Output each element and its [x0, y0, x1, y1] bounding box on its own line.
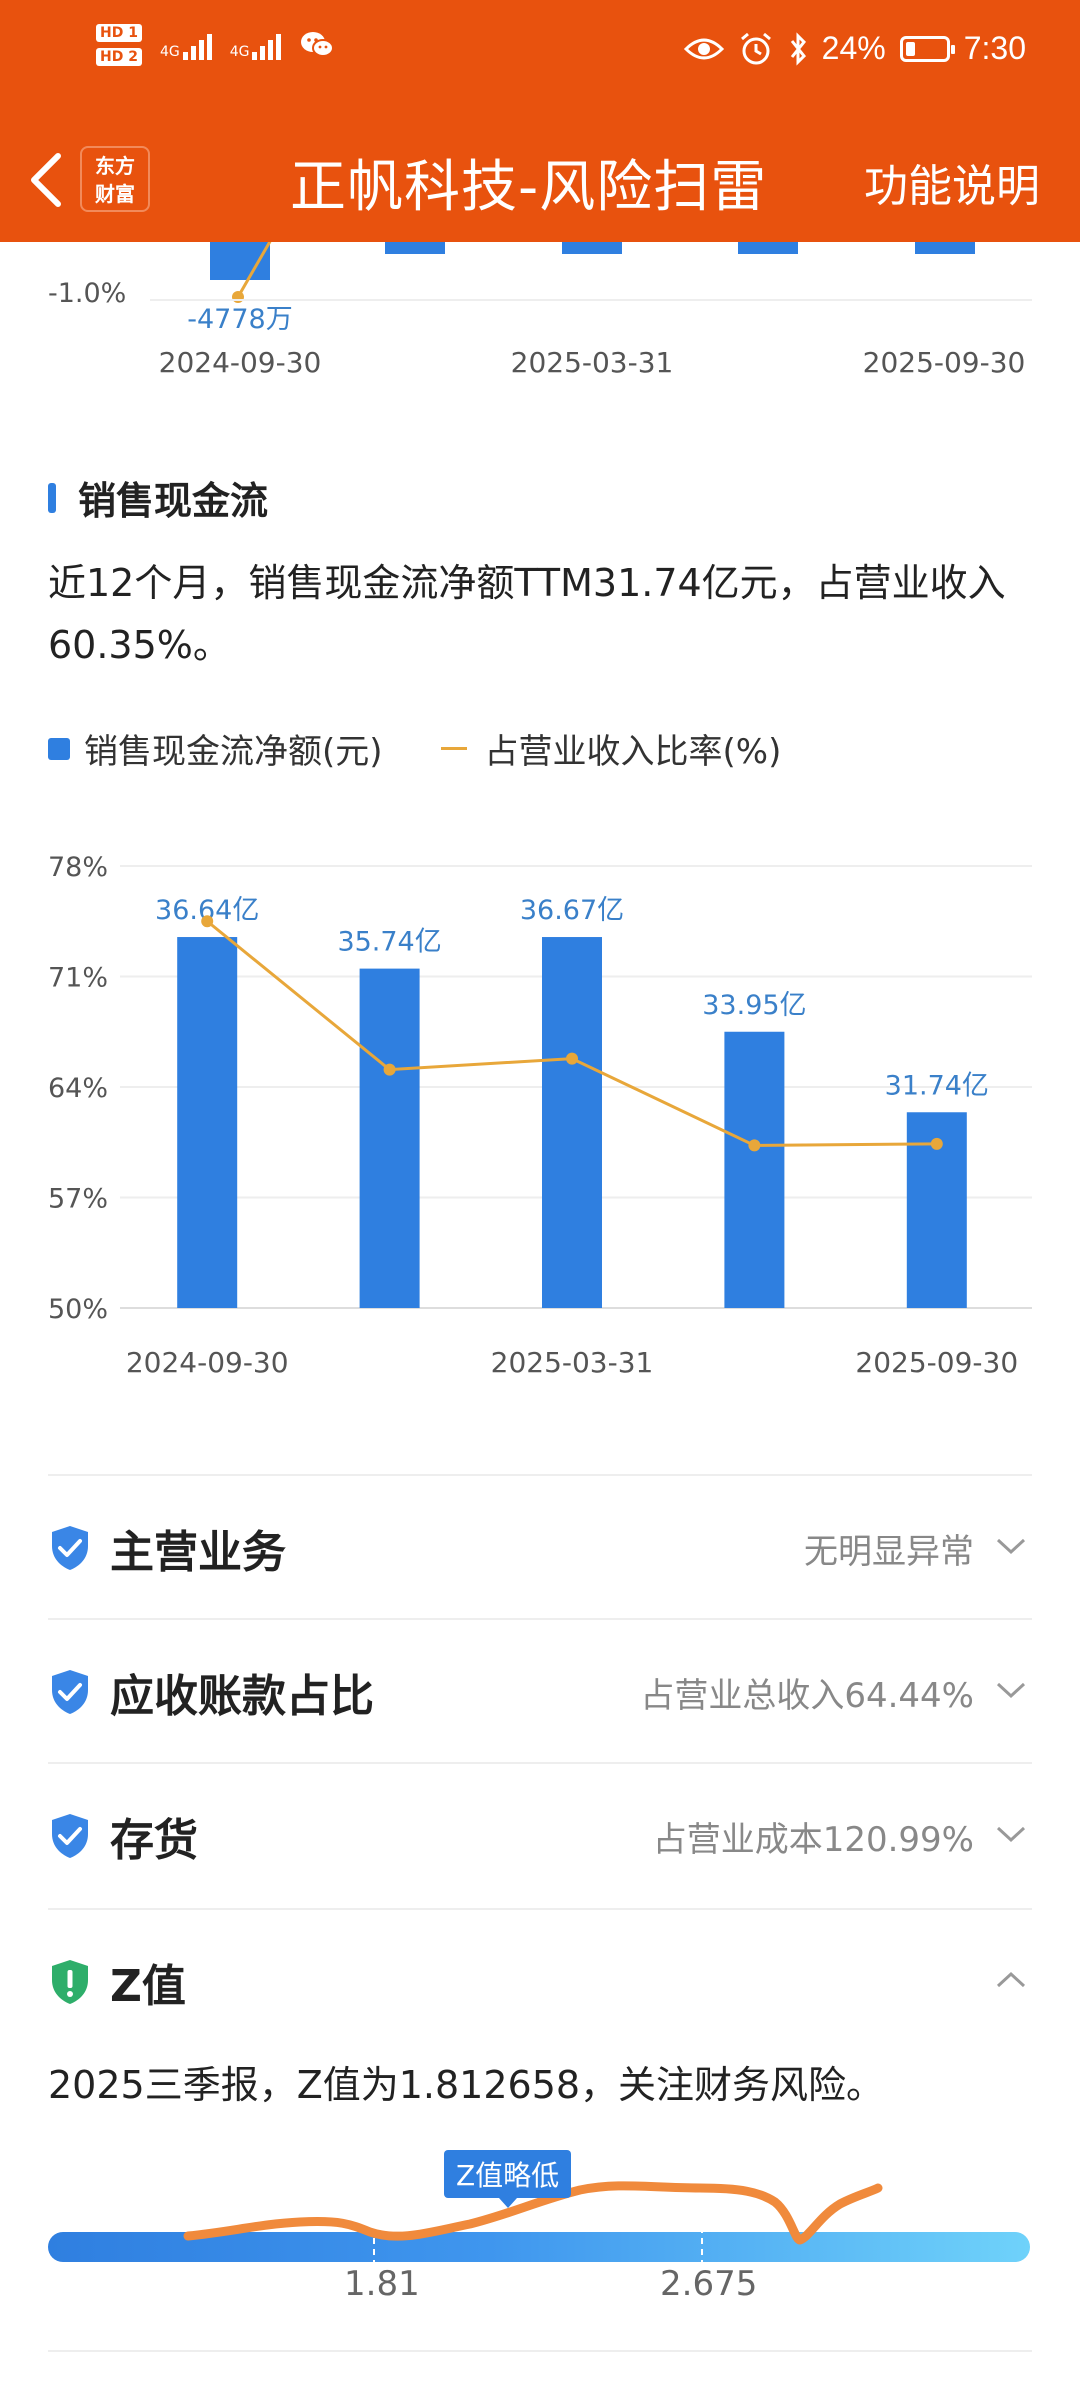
z-tick-label-2: 2.675: [660, 2264, 758, 2304]
battery-percent: 24%: [821, 30, 886, 66]
status-right: 24% 7:30: [683, 30, 1026, 67]
z-tick-label-1: 1.81: [344, 2264, 420, 2304]
bottom-divider: [48, 2350, 1032, 2352]
section-marker: [48, 482, 56, 513]
shield-check-icon: [52, 1670, 88, 1714]
clock: 7:30: [963, 30, 1026, 66]
shield-alert-icon: [52, 1960, 88, 2004]
signal-bars-1-icon: [182, 30, 212, 60]
z-gauge: [48, 2181, 1030, 2268]
top-x-tick-1: 2024-09-30: [159, 346, 322, 379]
bar-data-label: 31.74亿: [885, 1070, 989, 1101]
top-bar-2: [385, 242, 445, 254]
row-title: 存货: [110, 1815, 198, 1866]
cashflow-summary: 近12个月，销售现金流净额TTM31.74亿元，占营业收入60.35%。: [48, 561, 1006, 667]
top-bar-label: -4778万: [187, 304, 292, 335]
chevron-down-icon[interactable]: [994, 1534, 1028, 1558]
row-inventory[interactable]: 存货 占营业成本120.99%: [48, 1762, 1032, 1904]
bar-data-label: 35.74亿: [337, 927, 441, 958]
top-bar-3: [562, 242, 622, 254]
signal-1: 4G: [160, 30, 212, 60]
back-arrow-icon[interactable]: [24, 148, 68, 212]
alarm-icon: [740, 32, 771, 64]
top-chart-point: [232, 291, 244, 303]
shield-check-icon: [52, 1526, 88, 1570]
ratio-point: [930, 1137, 943, 1150]
cashflow-section-header: 销售现金流: [48, 470, 268, 525]
ratio-point: [566, 1052, 578, 1065]
z-gauge-bar: [48, 2232, 1030, 2262]
net2-label: 4G: [229, 44, 250, 60]
chart-legend: 销售现金流净额(元) 占营业收入比率(%): [48, 724, 781, 773]
top-bar-1: [210, 242, 270, 280]
hd1-badge: HD 1: [96, 24, 142, 42]
wechat-icon: [301, 32, 335, 57]
logo-line2: 财富: [95, 182, 135, 206]
y-tick-label: 64%: [48, 1073, 108, 1104]
battery-fill: [905, 41, 915, 56]
page-title: 正帆科技-风险扫雷: [290, 155, 768, 220]
cashflow-chart: 78%71%64%57%50%36.64亿35.74亿36.67亿33.95亿3…: [48, 852, 1032, 1379]
row-value: 占营业总收入64.44%: [640, 1676, 974, 1716]
top-x-tick-2: 2025-03-31: [511, 346, 674, 379]
status-bar: HD 1 HD 2 4G 4G: [0, 0, 1080, 110]
help-button[interactable]: 功能说明: [864, 161, 1040, 212]
bluetooth-icon: [790, 31, 806, 66]
row-title: 应收账款占比: [110, 1671, 374, 1722]
annotation-scribble: [183, 2181, 883, 2245]
signal-bars-2-icon: [252, 30, 282, 60]
shield-check-icon: [52, 1814, 88, 1858]
battery-icon: [899, 35, 955, 62]
ratio-point: [201, 915, 214, 928]
chevron-up-icon[interactable]: [994, 1968, 1028, 1992]
x-tick-label: 2024-09-30: [126, 1346, 289, 1379]
status-left: HD 1 HD 2 4G 4G: [96, 24, 335, 66]
top-bar: HD 1 HD 2 4G 4G: [0, 0, 1080, 242]
bar: [542, 937, 602, 1308]
row-value: 无明显异常: [804, 1532, 974, 1572]
row-main-business[interactable]: 主营业务 无明显异常: [48, 1474, 1032, 1616]
nav-bar: 东方 财富 正帆科技-风险扫雷 功能说明: [0, 120, 1080, 242]
app-logo: 东方 财富: [80, 146, 150, 212]
top-chart-remnant: -1.0% -4778万 2024-09-30 2025-03-31 2025-…: [48, 242, 1032, 379]
row-title: Z值: [110, 1961, 186, 2012]
legend-line-swatch: [440, 747, 467, 750]
top-x-tick-3: 2025-09-30: [863, 346, 1026, 379]
ratio-point: [383, 1063, 396, 1076]
y-tick-label: 71%: [48, 963, 108, 994]
top-chart-line: [236, 242, 272, 298]
net1-label: 4G: [159, 44, 180, 60]
z-description: 2025三季报，Z值为1.812658，关注财务风险。: [48, 2063, 885, 2107]
bar: [359, 968, 420, 1308]
top-y-tick: -1.0%: [48, 278, 126, 309]
eye-icon: [683, 38, 724, 59]
bar-data-label: 36.67亿: [520, 895, 624, 926]
top-bar-5: [915, 242, 975, 254]
row-z-value[interactable]: Z值: [48, 1908, 1032, 2030]
legend-bar-label: 销售现金流净额(元): [84, 732, 383, 772]
row-title: 主营业务: [110, 1527, 286, 1578]
chevron-down-icon[interactable]: [994, 1822, 1028, 1846]
legend-bar-swatch: [48, 737, 70, 760]
hd2-badge: HD 2: [96, 48, 142, 66]
y-tick-label: 78%: [48, 852, 108, 883]
bar-data-label: 33.95亿: [702, 990, 806, 1021]
row-value: 占营业成本120.99%: [652, 1820, 974, 1860]
chevron-down-icon[interactable]: [994, 1678, 1028, 1702]
bar: [177, 937, 238, 1308]
logo-line1: 东方: [95, 154, 135, 178]
hd-indicators: HD 1 HD 2: [96, 24, 142, 66]
row-receivables[interactable]: 应收账款占比 占营业总收入64.44%: [48, 1618, 1032, 1760]
y-tick-label: 57%: [48, 1184, 108, 1215]
legend-line-label: 占营业收入比率(%): [484, 732, 782, 772]
ratio-point: [748, 1139, 761, 1152]
x-tick-label: 2025-09-30: [855, 1346, 1018, 1379]
top-bar-4: [738, 242, 798, 254]
y-tick-label: 50%: [48, 1294, 108, 1325]
bar: [724, 1031, 785, 1308]
signal-2: 4G: [230, 30, 282, 60]
section-title: 销售现金流: [78, 479, 269, 523]
z-value-tag: Z值略低: [444, 2150, 572, 2208]
x-tick-label: 2025-03-31: [491, 1346, 654, 1379]
